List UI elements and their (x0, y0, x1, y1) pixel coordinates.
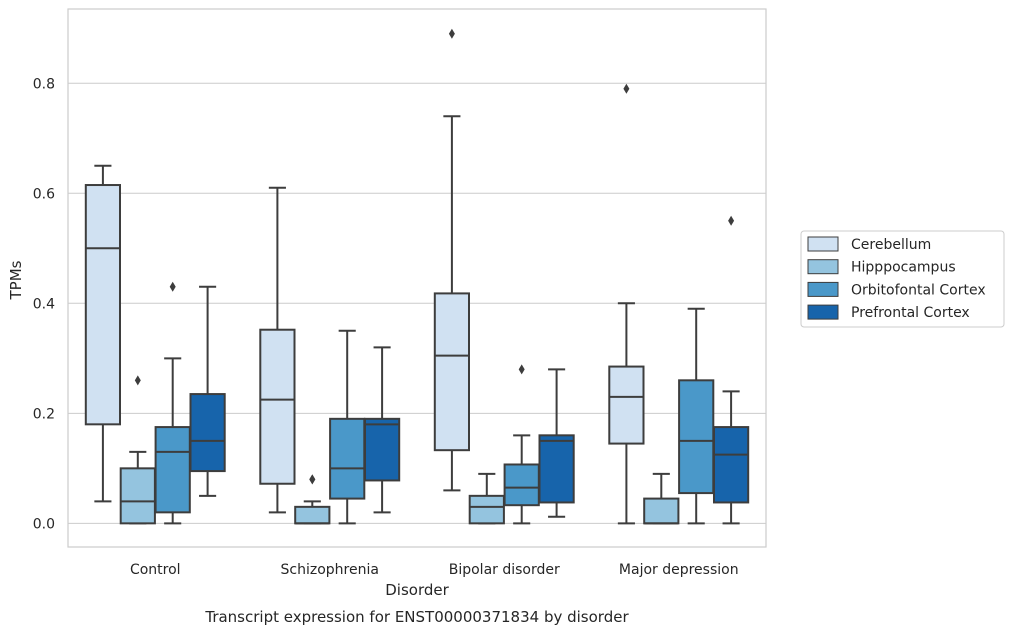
box-prefrontal-cortex (189, 285, 226, 497)
box-hipppocampus (119, 375, 156, 525)
legend-swatch (807, 304, 839, 320)
box-hipppocampus (468, 472, 505, 525)
x-tick-label: Schizophrenia (281, 562, 379, 578)
box-body (84, 184, 122, 426)
y-tick-label: 0.6 (33, 186, 55, 202)
box-body (608, 365, 645, 445)
box-orbitofontal-cortex (503, 364, 540, 525)
outlier-point (134, 375, 141, 386)
legend-frame (800, 230, 1005, 328)
box-orbitofontal-cortex (154, 281, 191, 525)
outlier-point (728, 215, 735, 226)
box-cerebellum (84, 164, 122, 503)
box-orbitofontal-cortex (329, 329, 366, 525)
y-tick-label: 0.8 (33, 76, 55, 92)
box-hipppocampus (643, 472, 680, 525)
box-body (154, 426, 191, 514)
box-body (189, 393, 226, 473)
boxes (84, 28, 750, 525)
box-body (259, 328, 296, 485)
box-prefrontal-cortex (538, 368, 575, 518)
plot-frame (67, 8, 767, 548)
box-body (468, 494, 505, 525)
outlier-point (169, 281, 176, 292)
box-body (643, 497, 680, 525)
y-tick-label: 0.2 (33, 406, 55, 422)
outlier-point (448, 28, 455, 39)
legend-swatch (807, 281, 839, 297)
box-body (678, 379, 715, 495)
legend-label: Orbitofontal Cortex (851, 282, 986, 298)
legend-label: Hipppocampus (851, 260, 956, 276)
box-cerebellum (608, 83, 645, 525)
x-tick-label: Control (130, 562, 181, 578)
outlier-point (518, 364, 525, 375)
box-cerebellum (433, 28, 471, 492)
y-tick-label: 0.0 (33, 516, 55, 532)
y-tick-labels: 0.0 0.2 0.4 0.6 0.8 (33, 76, 55, 532)
box-body (433, 292, 471, 452)
box-prefrontal-cortex (712, 215, 750, 525)
box-body (294, 505, 331, 525)
box-body (712, 426, 750, 504)
x-axis-label: Disorder (385, 581, 449, 599)
box-hipppocampus (294, 474, 331, 525)
box-cerebellum (259, 186, 296, 514)
y-tick-label: 0.4 (33, 296, 55, 312)
box-body (363, 417, 401, 482)
box-body (538, 434, 575, 504)
legend-swatch (807, 236, 839, 252)
outlier-point (309, 474, 316, 485)
chart-caption: Transcript expression for ENST0000037183… (204, 608, 629, 626)
outlier-point (623, 83, 630, 94)
legend-label: Prefrontal Cortex (851, 305, 970, 321)
x-tick-label: Major depression (619, 562, 739, 578)
x-tick-labels: Control Schizophrenia Bipolar disorder Majo… (130, 562, 739, 578)
box-body (503, 463, 540, 507)
y-axis-label: TPMs (7, 260, 25, 300)
legend-label: Cerebellum (851, 237, 931, 253)
box-body (119, 467, 156, 525)
box-orbitofontal-cortex (678, 307, 715, 525)
box-prefrontal-cortex (363, 346, 401, 514)
legend: Cerebellum Hipppocampus Orbitofontal Corte… (800, 230, 1005, 328)
legend-swatch (807, 259, 839, 275)
x-tick-label: Bipolar disorder (449, 562, 560, 578)
box-body (329, 417, 366, 500)
